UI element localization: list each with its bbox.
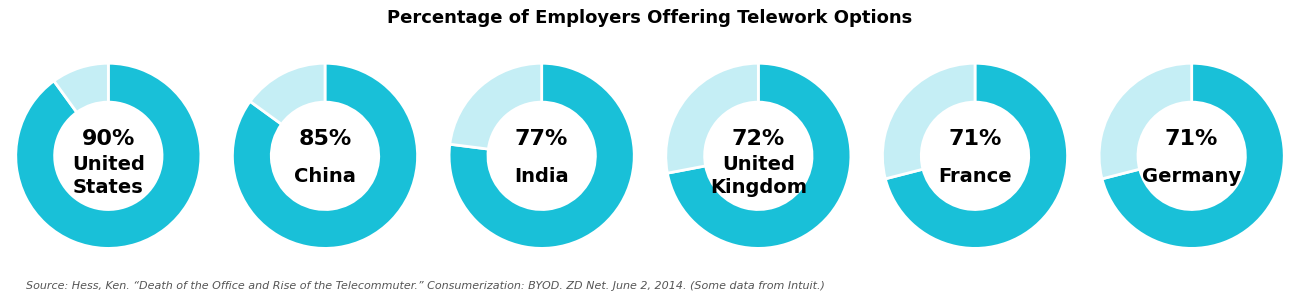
Text: 85%: 85% <box>299 129 351 149</box>
Wedge shape <box>448 63 634 248</box>
Text: 90%: 90% <box>82 129 135 149</box>
Text: Percentage of Employers Offering Telework Options: Percentage of Employers Offering Telewor… <box>387 9 913 27</box>
Wedge shape <box>450 63 542 149</box>
Wedge shape <box>1098 63 1192 179</box>
Wedge shape <box>16 63 201 248</box>
Text: France: France <box>939 167 1011 186</box>
Text: India: India <box>515 167 569 186</box>
Wedge shape <box>667 63 852 248</box>
Wedge shape <box>53 63 108 112</box>
Text: Source: Hess, Ken. “Death of the Office and Rise of the Telecommuter.” Consumeri: Source: Hess, Ken. “Death of the Office … <box>26 281 826 291</box>
Wedge shape <box>250 63 325 124</box>
Wedge shape <box>883 63 975 179</box>
Wedge shape <box>1102 63 1284 248</box>
Text: 71%: 71% <box>948 129 1002 149</box>
Text: United
Kingdom: United Kingdom <box>710 155 807 198</box>
Text: Germany: Germany <box>1143 167 1242 186</box>
Wedge shape <box>666 63 758 173</box>
Text: China: China <box>294 167 356 186</box>
Text: 72%: 72% <box>732 129 785 149</box>
Text: United
States: United States <box>72 155 144 198</box>
Text: 71%: 71% <box>1165 129 1218 149</box>
Wedge shape <box>233 63 417 248</box>
Wedge shape <box>885 63 1067 248</box>
Text: 77%: 77% <box>515 129 568 149</box>
